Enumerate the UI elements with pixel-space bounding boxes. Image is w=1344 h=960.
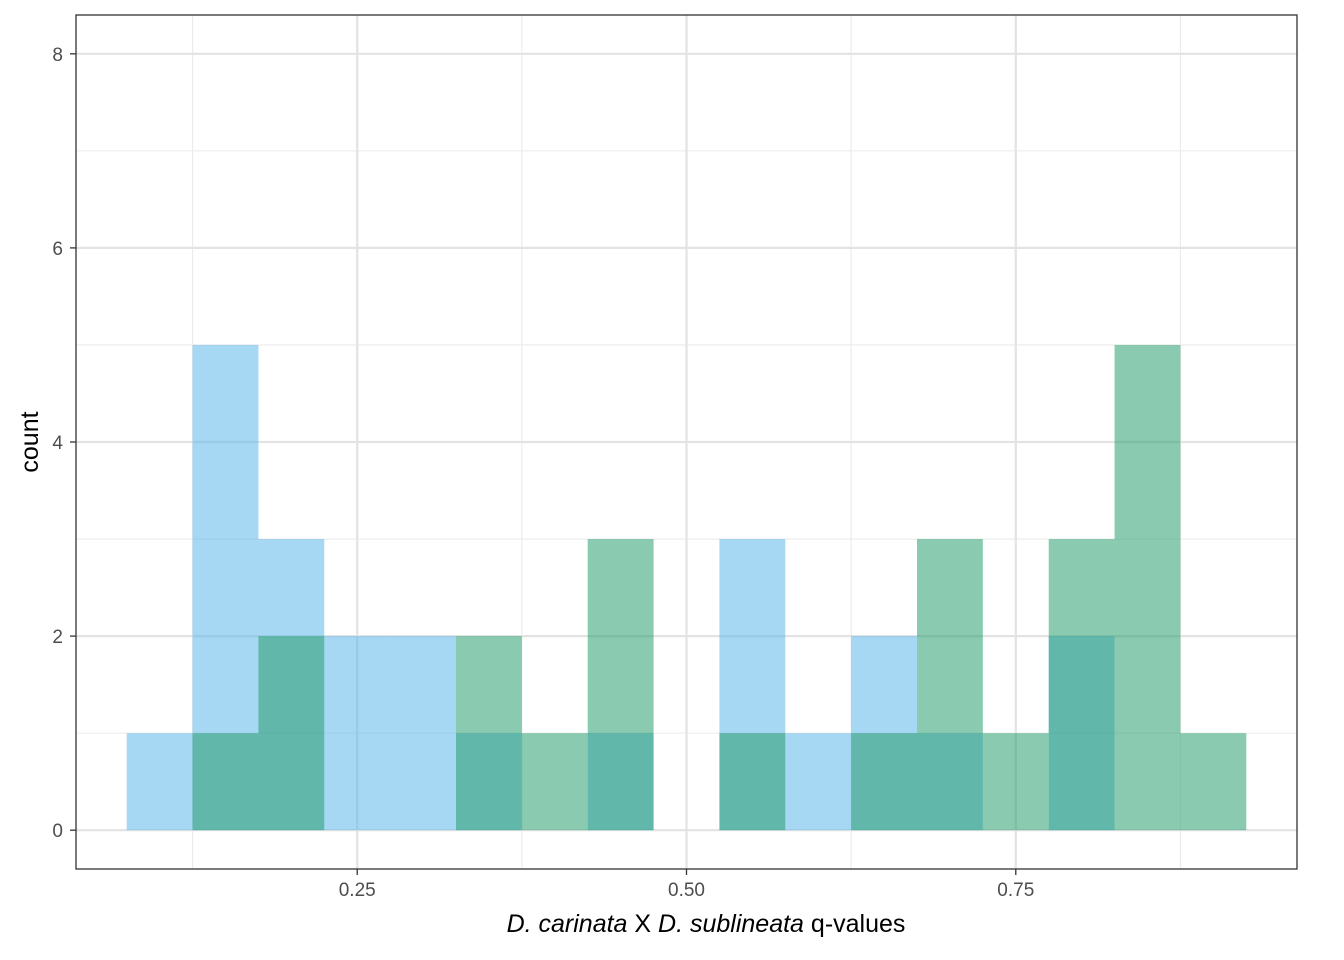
y-tick-label: 2	[52, 627, 63, 648]
y-tick-label: 6	[52, 239, 63, 260]
x-tick-label: 0.75	[997, 880, 1034, 901]
x-tick-label: 0.25	[339, 880, 376, 901]
x-axis: 0.25 0.50 0.75	[339, 869, 1034, 901]
y-tick-label: 0	[52, 821, 63, 842]
histogram-bar-green	[851, 733, 918, 831]
x-axis-title-part: X	[627, 910, 658, 938]
histogram-bar-blue	[390, 636, 456, 831]
histogram-bar-green	[587, 539, 654, 831]
histogram-bar-green	[719, 733, 786, 831]
histogram-bar-blue	[785, 733, 852, 831]
histogram-bar-green	[1114, 344, 1181, 831]
histogram-bar-green	[917, 539, 983, 831]
histogram-bar-green	[521, 733, 588, 831]
y-tick-label: 4	[52, 433, 63, 454]
y-tick-label: 8	[52, 45, 63, 66]
x-axis-title-part: D. sublineata	[658, 910, 804, 938]
y-axis: 0 2 4 6 8	[52, 45, 76, 842]
histogram-bar-green	[258, 636, 325, 831]
histogram-bar-green	[1180, 733, 1247, 831]
y-axis-title: count	[16, 411, 44, 472]
x-axis-title-part: D. carinata	[507, 910, 628, 938]
x-axis-title-part: q-values	[804, 910, 905, 938]
x-axis-title: D. carinata X D. sublineata q-values	[507, 910, 906, 938]
histogram-bar-blue	[126, 733, 193, 831]
histogram-bar-green	[1048, 539, 1115, 831]
x-tick-label: 0.50	[668, 880, 705, 901]
histogram-bar-blue	[324, 636, 391, 831]
histogram-bar-green	[455, 636, 522, 831]
histogram-bar-green	[192, 733, 259, 831]
bars	[126, 344, 1247, 831]
histogram-bar-green	[982, 733, 1049, 831]
